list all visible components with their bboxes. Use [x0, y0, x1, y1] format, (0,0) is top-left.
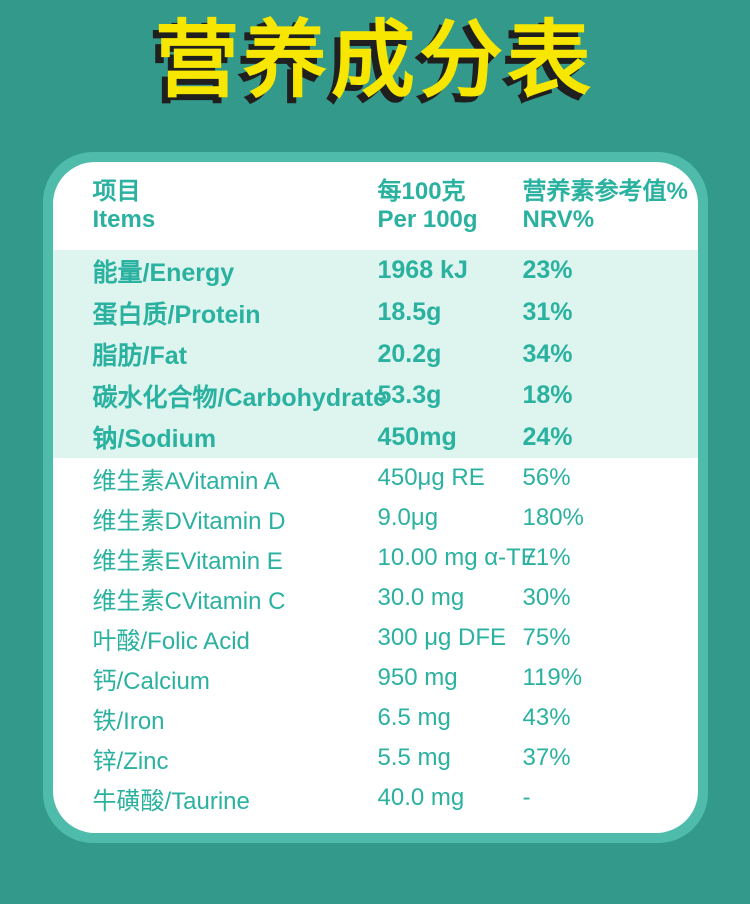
row-amount: 1968 kJ	[377, 256, 468, 285]
row-item-label: 蛋白质/Protein	[92, 300, 261, 329]
row-nrv: 71%	[522, 544, 571, 572]
row-item-label: 牛磺酸/Taurine	[92, 787, 250, 815]
header-per100g: 每100克 Per 100g	[378, 178, 523, 235]
row-nrv: -	[522, 784, 531, 812]
row-amount: 450mg	[377, 422, 457, 451]
row-amount: 950 mg	[377, 664, 458, 692]
table-row-fat: 脂肪/Fat 20.2g 34%	[53, 333, 698, 375]
row-item-label: 维生素DVitamin D	[92, 507, 286, 535]
table-row-sodium: 钠/Sodium 450mg 24%	[53, 417, 698, 459]
header-items: 项目 Items	[93, 178, 378, 235]
row-nrv: 30%	[522, 584, 571, 612]
table-row-vitamin-e: 维生素EVitamin E 10.00 mg α-TE 71%	[53, 538, 698, 578]
nutrition-card-frame: 项目 Items 每100克 Per 100g 营养素参考值% NRV% 能量/…	[42, 152, 708, 844]
header-nrv-zh: 营养素参考值%	[522, 177, 688, 205]
row-nrv: 75%	[522, 624, 571, 652]
header-nrv-en: NRV%	[522, 206, 595, 234]
table-row-taurine: 牛磺酸/Taurine 40.0 mg -	[53, 778, 698, 818]
row-amount: 9.0μg	[377, 504, 439, 532]
row-nrv: 56%	[522, 464, 571, 492]
row-item-label: 钠/Sodium	[92, 425, 217, 454]
row-amount: 40.0 mg	[377, 784, 465, 812]
row-amount: 18.5g	[377, 298, 442, 327]
row-item-label: 维生素AVitamin A	[92, 467, 280, 495]
row-item-label: 叶酸/Folic Acid	[92, 627, 250, 655]
nutrition-card: 项目 Items 每100克 Per 100g 营养素参考值% NRV% 能量/…	[52, 162, 698, 834]
row-item-label: 维生素EVitamin E	[92, 547, 283, 575]
table-row-carbohydrate: 碳水化合物/Carbohydrate 53.3g 18%	[53, 375, 698, 417]
row-item-label: 脂肪/Fat	[92, 342, 187, 371]
row-item-label: 碳水化合物/Carbohydrate	[92, 383, 387, 412]
table-row-zinc: 锌/Zinc 5.5 mg 37%	[53, 738, 698, 778]
header-per100g-zh: 每100克	[377, 177, 466, 205]
row-item-label: 能量/Energy	[92, 258, 235, 287]
row-amount: 30.0 mg	[377, 584, 465, 612]
row-nrv: 37%	[522, 744, 571, 772]
row-nrv: 34%	[522, 339, 573, 368]
table-row-calcium: 钙/Calcium 950 mg 119%	[53, 658, 698, 698]
row-nrv: 180%	[522, 504, 584, 532]
row-item-label: 钙/Calcium	[92, 667, 210, 695]
micronutrient-rows: 维生素AVitamin A 450μg RE 56% 维生素DVitamin D…	[53, 458, 698, 818]
header-items-zh: 项目	[92, 177, 141, 205]
row-item-label: 铁/Iron	[92, 707, 165, 735]
row-amount: 10.00 mg α-TE	[377, 544, 537, 572]
row-nrv: 18%	[522, 381, 573, 410]
header-per100g-en: Per 100g	[377, 206, 478, 234]
row-amount: 6.5 mg	[377, 704, 451, 732]
page-title: 营养成分表	[154, 13, 595, 107]
table-header-row: 项目 Items 每100克 Per 100g 营养素参考值% NRV%	[53, 162, 698, 250]
highlight-band: 能量/Energy 1968 kJ 23% 蛋白质/Protein 18.5g …	[52, 250, 698, 459]
table-row-vitamin-c: 维生素CVitamin C 30.0 mg 30%	[53, 578, 698, 618]
table-row-folic-acid: 叶酸/Folic Acid 300 μg DFE 75%	[53, 618, 698, 658]
table-row-vitamin-a: 维生素AVitamin A 450μg RE 56%	[53, 458, 698, 498]
row-amount: 20.2g	[377, 339, 442, 368]
table-row-protein: 蛋白质/Protein 18.5g 31%	[53, 292, 698, 334]
row-nrv: 24%	[522, 422, 573, 451]
row-nrv: 31%	[522, 298, 573, 327]
header-items-en: Items	[92, 206, 156, 234]
row-item-label: 维生素CVitamin C	[92, 587, 286, 615]
row-amount: 53.3g	[377, 381, 442, 410]
row-amount: 300 μg DFE	[377, 624, 507, 652]
table-row-energy: 能量/Energy 1968 kJ 23%	[53, 250, 698, 292]
row-amount: 5.5 mg	[377, 744, 451, 772]
row-amount: 450μg RE	[377, 464, 485, 492]
header-nrv: 营养素参考值% NRV%	[523, 178, 698, 235]
row-nrv: 23%	[522, 256, 573, 285]
row-item-label: 锌/Zinc	[92, 747, 169, 775]
row-nrv: 43%	[522, 704, 571, 732]
table-row-iron: 铁/Iron 6.5 mg 43%	[53, 698, 698, 738]
table-row-vitamin-d: 维生素DVitamin D 9.0μg 180%	[53, 498, 698, 538]
row-nrv: 119%	[522, 664, 583, 692]
